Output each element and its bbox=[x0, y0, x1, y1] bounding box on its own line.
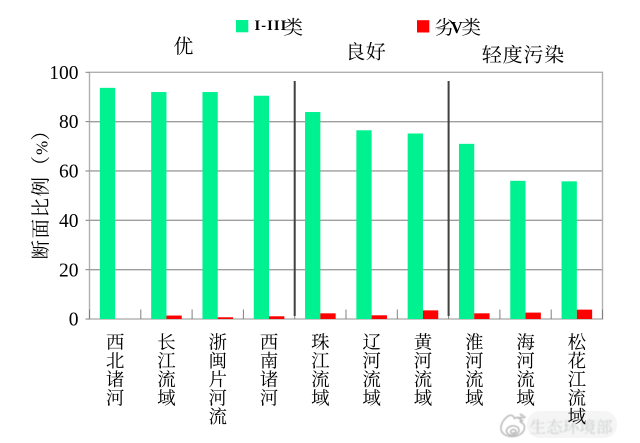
svg-text:I-III: I-III bbox=[255, 18, 288, 34]
svg-text:20: 20 bbox=[59, 260, 79, 281]
svg-text:0: 0 bbox=[69, 310, 79, 331]
svg-text:100: 100 bbox=[49, 63, 78, 84]
svg-text:%: % bbox=[33, 141, 52, 155]
svg-text:40: 40 bbox=[59, 211, 79, 232]
svg-text:60: 60 bbox=[59, 162, 79, 183]
svg-text:80: 80 bbox=[59, 112, 79, 133]
svg-text:V: V bbox=[451, 18, 463, 37]
